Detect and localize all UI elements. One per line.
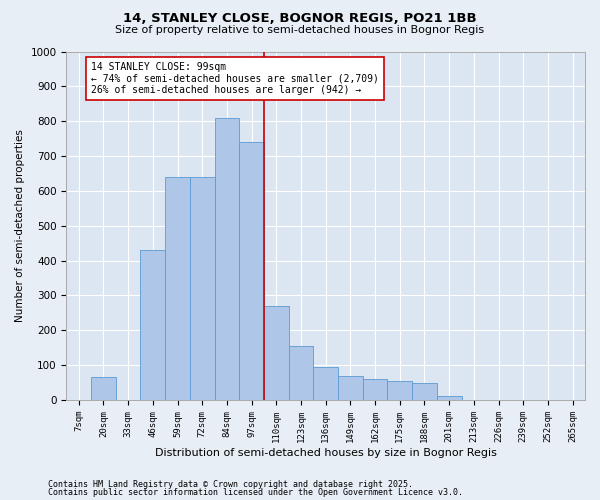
X-axis label: Distribution of semi-detached houses by size in Bognor Regis: Distribution of semi-detached houses by … (155, 448, 497, 458)
Text: 14 STANLEY CLOSE: 99sqm
← 74% of semi-detached houses are smaller (2,709)
26% of: 14 STANLEY CLOSE: 99sqm ← 74% of semi-de… (91, 62, 379, 95)
Bar (437, 396, 461, 400)
Text: Size of property relative to semi-detached houses in Bognor Regis: Size of property relative to semi-detach… (115, 25, 485, 35)
Bar (140, 250, 165, 400)
Bar (165, 177, 190, 400)
Bar (289, 346, 313, 400)
Bar (313, 367, 338, 400)
Bar (215, 118, 239, 400)
Bar (388, 381, 412, 400)
Text: Contains HM Land Registry data © Crown copyright and database right 2025.: Contains HM Land Registry data © Crown c… (48, 480, 413, 489)
Bar (264, 306, 289, 400)
Bar (412, 382, 437, 400)
Text: Contains public sector information licensed under the Open Government Licence v3: Contains public sector information licen… (48, 488, 463, 497)
Bar (363, 379, 388, 400)
Y-axis label: Number of semi-detached properties: Number of semi-detached properties (15, 130, 25, 322)
Bar (239, 142, 264, 400)
Bar (190, 177, 215, 400)
Bar (91, 378, 116, 400)
Bar (338, 376, 363, 400)
Text: 14, STANLEY CLOSE, BOGNOR REGIS, PO21 1BB: 14, STANLEY CLOSE, BOGNOR REGIS, PO21 1B… (123, 12, 477, 26)
